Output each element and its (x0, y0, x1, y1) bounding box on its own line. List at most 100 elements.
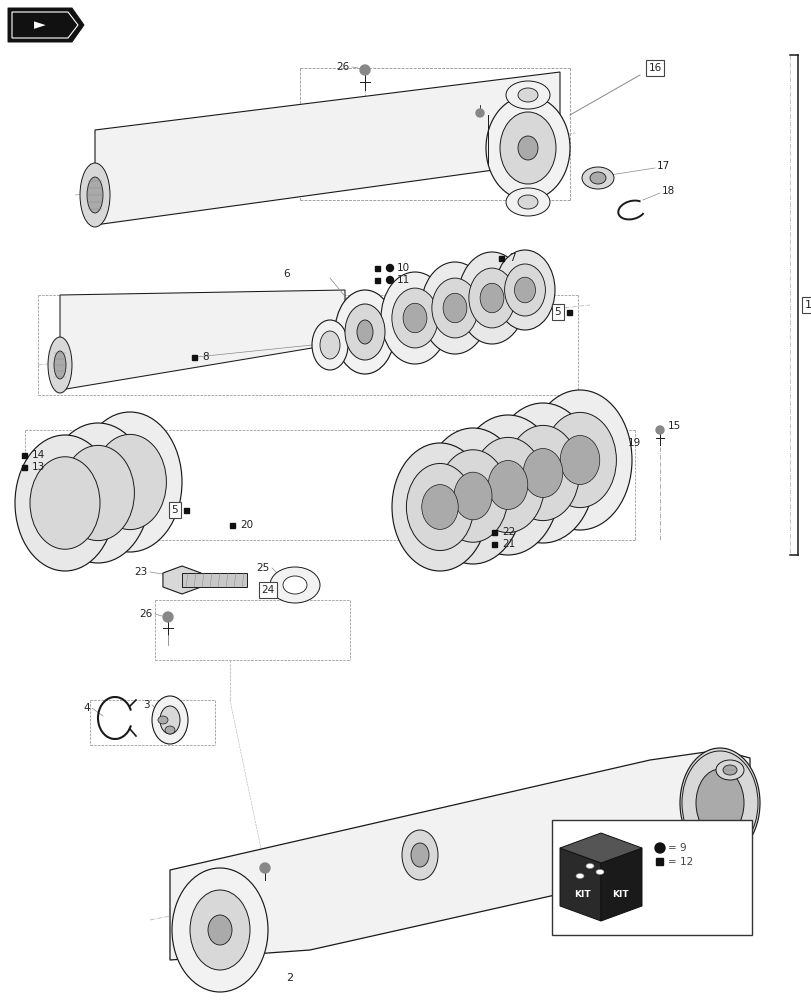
Ellipse shape (505, 81, 549, 109)
Bar (192, 355, 197, 360)
Text: 18: 18 (661, 186, 675, 196)
Ellipse shape (495, 250, 554, 330)
Polygon shape (95, 72, 560, 225)
Circle shape (475, 109, 483, 117)
Ellipse shape (421, 485, 457, 529)
Circle shape (386, 264, 393, 271)
Ellipse shape (190, 890, 250, 970)
Ellipse shape (527, 390, 631, 530)
Polygon shape (163, 566, 201, 594)
Text: 15: 15 (667, 421, 680, 431)
Text: KIT: KIT (611, 890, 628, 899)
Ellipse shape (93, 434, 166, 530)
Ellipse shape (506, 425, 579, 521)
Text: KIT: KIT (573, 890, 590, 899)
Text: 5: 5 (554, 307, 560, 317)
Ellipse shape (487, 460, 527, 510)
Text: ►: ► (34, 18, 45, 33)
Circle shape (163, 612, 173, 622)
Bar (499, 255, 504, 260)
Text: 22: 22 (501, 527, 515, 537)
Text: 4: 4 (84, 703, 90, 713)
Bar (23, 452, 28, 458)
Ellipse shape (320, 331, 340, 359)
Ellipse shape (486, 96, 569, 200)
Ellipse shape (468, 268, 514, 328)
Ellipse shape (500, 112, 556, 184)
Ellipse shape (695, 769, 743, 837)
Ellipse shape (679, 748, 759, 858)
Ellipse shape (586, 863, 594, 868)
Ellipse shape (420, 262, 488, 354)
Polygon shape (600, 848, 642, 921)
Ellipse shape (491, 403, 594, 543)
Ellipse shape (158, 716, 168, 724)
Ellipse shape (453, 472, 491, 520)
Ellipse shape (401, 830, 437, 880)
Text: 26: 26 (337, 62, 350, 72)
Ellipse shape (402, 303, 427, 333)
Ellipse shape (575, 874, 583, 878)
Text: 1: 1 (804, 300, 810, 310)
Ellipse shape (722, 765, 736, 775)
Circle shape (386, 276, 393, 284)
Ellipse shape (410, 843, 428, 867)
Ellipse shape (514, 277, 534, 303)
Text: 5: 5 (171, 505, 178, 515)
Text: 20: 20 (240, 520, 253, 530)
Bar (23, 464, 28, 470)
Ellipse shape (522, 448, 562, 497)
Ellipse shape (443, 293, 466, 323)
Circle shape (359, 65, 370, 75)
Text: 21: 21 (501, 539, 515, 549)
Ellipse shape (504, 264, 545, 316)
Circle shape (655, 426, 663, 434)
Bar (492, 530, 497, 534)
Ellipse shape (46, 423, 150, 563)
Bar (184, 508, 189, 512)
Ellipse shape (152, 696, 188, 744)
Ellipse shape (715, 760, 743, 780)
Text: 10: 10 (397, 263, 410, 273)
Ellipse shape (160, 706, 180, 734)
Polygon shape (8, 8, 84, 42)
Bar (182, 573, 247, 587)
Ellipse shape (517, 88, 538, 102)
Ellipse shape (270, 567, 320, 603)
Bar (230, 522, 235, 528)
Ellipse shape (456, 415, 560, 555)
Ellipse shape (48, 337, 72, 393)
Ellipse shape (15, 435, 115, 571)
Bar (655, 858, 663, 865)
Circle shape (260, 863, 270, 873)
Text: 26: 26 (139, 609, 152, 619)
Text: 13: 13 (32, 462, 45, 472)
Ellipse shape (30, 457, 100, 549)
Ellipse shape (517, 136, 538, 160)
Text: 19: 19 (627, 438, 641, 448)
Ellipse shape (62, 445, 135, 541)
Ellipse shape (80, 163, 109, 227)
Circle shape (654, 843, 664, 853)
Text: 23: 23 (135, 567, 148, 577)
Ellipse shape (581, 167, 613, 189)
Text: = 9: = 9 (667, 843, 686, 853)
Ellipse shape (357, 320, 372, 344)
Ellipse shape (208, 915, 232, 945)
Ellipse shape (165, 726, 175, 734)
Ellipse shape (471, 437, 543, 533)
Bar (375, 265, 380, 270)
Ellipse shape (172, 868, 268, 992)
Ellipse shape (392, 288, 438, 348)
Ellipse shape (457, 252, 526, 344)
Ellipse shape (590, 172, 605, 184)
Ellipse shape (87, 177, 103, 213)
Ellipse shape (560, 436, 599, 485)
Text: 6: 6 (283, 269, 290, 279)
Polygon shape (60, 290, 345, 390)
Ellipse shape (423, 428, 522, 564)
Bar (492, 542, 497, 546)
Text: 8: 8 (202, 352, 208, 362)
Polygon shape (560, 833, 642, 863)
Ellipse shape (505, 188, 549, 216)
